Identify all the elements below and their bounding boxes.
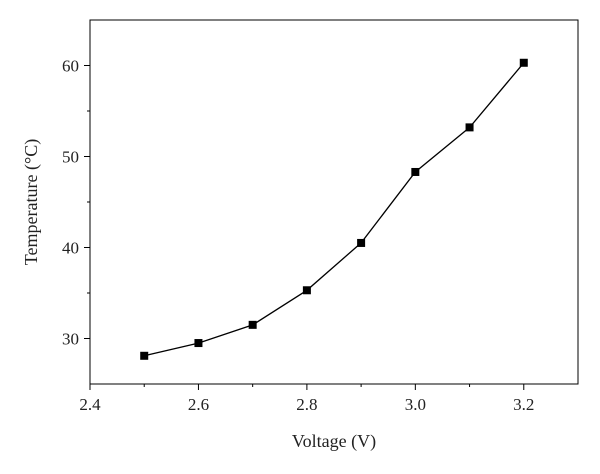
- y-axis-title: Temperature (°C): [21, 139, 42, 265]
- data-point: [465, 123, 474, 132]
- x-tick-label: 3.2: [513, 395, 534, 414]
- data-point: [357, 238, 366, 247]
- y-tick-label: 60: [62, 57, 79, 76]
- data-point: [248, 320, 257, 329]
- ticks: [84, 65, 525, 390]
- y-tick-label: 50: [62, 148, 79, 167]
- data-point: [140, 351, 149, 360]
- plot-frame: [89, 19, 579, 385]
- y-tick-labels: 30 40 50 60: [62, 57, 79, 349]
- y-tick-label: 40: [62, 239, 79, 258]
- series-line: [144, 62, 525, 357]
- y-tick-label: 30: [62, 330, 79, 349]
- x-axis-title: Voltage (V): [292, 431, 376, 452]
- x-tick-label: 2.6: [188, 395, 209, 414]
- x-tick-label: 2.4: [79, 395, 101, 414]
- x-tick-labels: 2.4 2.6 2.8 3.0 3.2: [79, 395, 534, 414]
- series: [140, 58, 528, 360]
- data-point: [519, 58, 528, 67]
- data-point: [411, 167, 420, 176]
- axes: [89, 19, 579, 385]
- data-point: [302, 286, 311, 295]
- data-point: [194, 339, 203, 348]
- x-tick-label: 3.0: [405, 395, 426, 414]
- x-tick-label: 2.8: [296, 395, 317, 414]
